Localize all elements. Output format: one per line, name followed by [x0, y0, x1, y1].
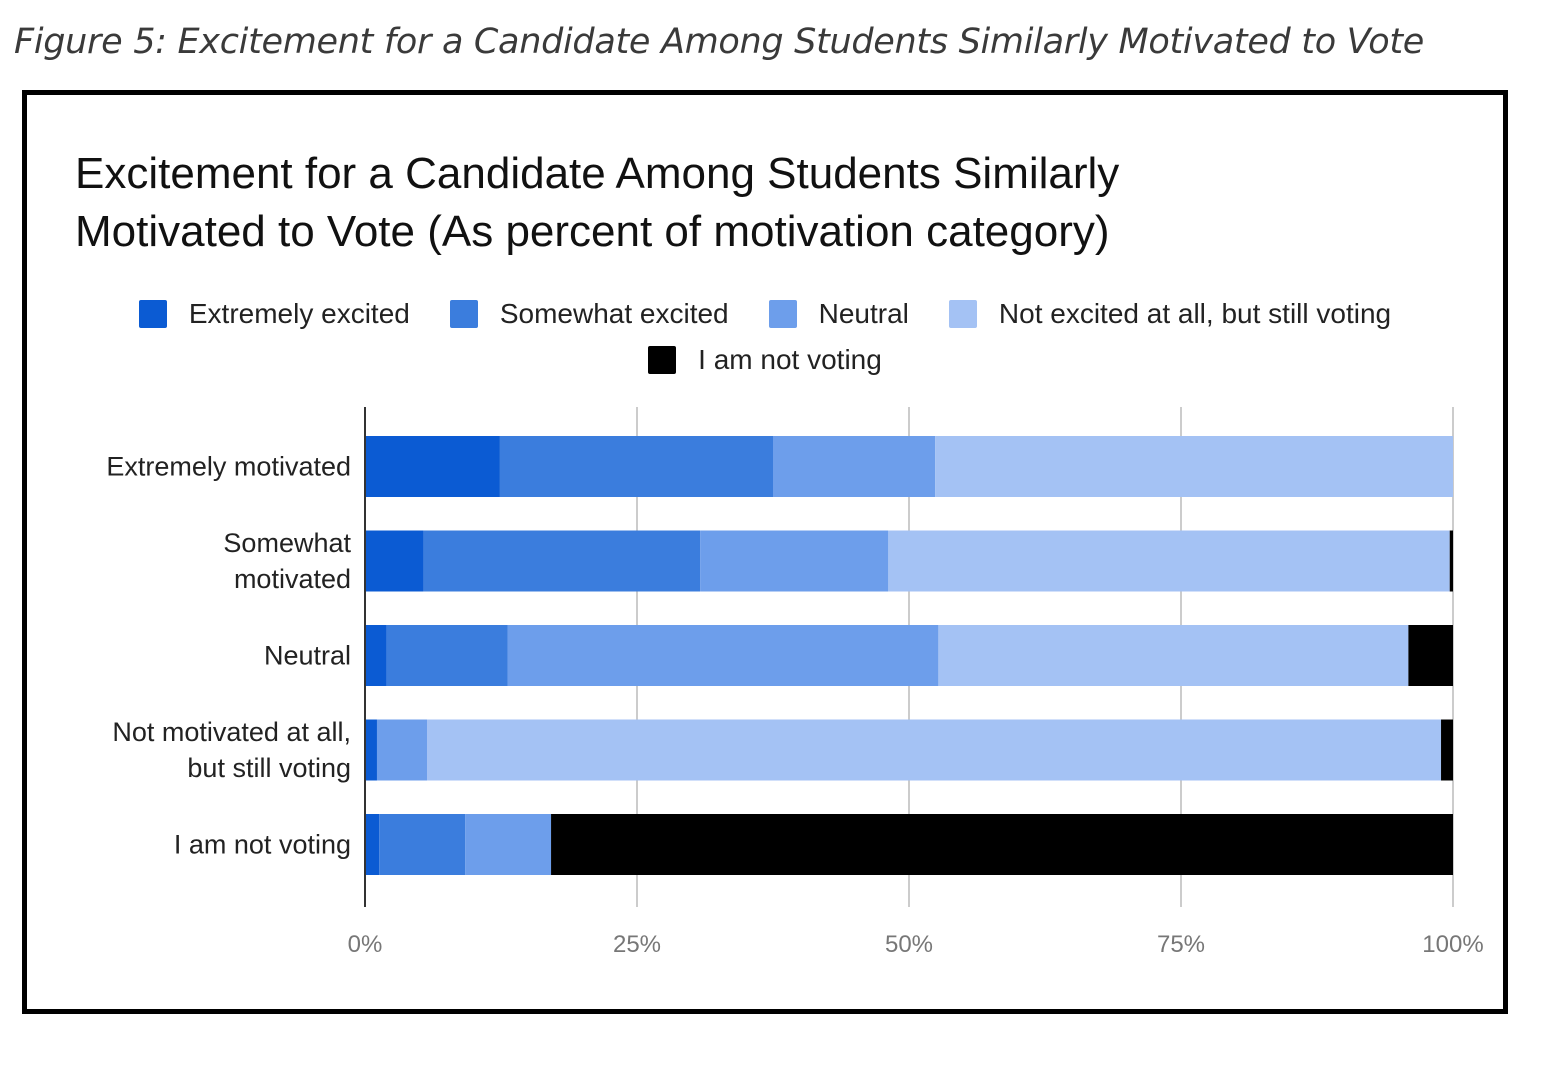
bar-segment: [507, 625, 939, 686]
legend-item: Extremely excited: [138, 298, 410, 330]
x-tick-label: 25%: [613, 931, 661, 958]
x-tick-label: 50%: [885, 931, 933, 958]
bar-segment: [427, 719, 1442, 781]
legend-label: Extremely excited: [188, 298, 410, 329]
legend-label: I am not voting: [698, 344, 882, 375]
bar-chart-plot: 0% 25% 50% 75% 100% Extremely motivated Somewh…: [106, 407, 1484, 958]
legend-swatch: [138, 300, 167, 328]
x-tick-label: 100%: [1422, 931, 1483, 958]
bar-segment: [386, 625, 508, 686]
legend-item: Neutral: [768, 298, 909, 330]
bar-segment: [1408, 625, 1453, 686]
bar-segment: [379, 814, 466, 875]
x-tick-label: 75%: [1157, 931, 1205, 958]
bar-segment: [365, 814, 380, 875]
chart-legend: Extremely excited Somewhat excited Neutral…: [27, 291, 1503, 383]
legend-label: Somewhat excited: [499, 298, 729, 329]
bar-segment: [365, 719, 377, 781]
legend-swatch: [948, 300, 977, 328]
legend-label: Neutral: [818, 298, 909, 329]
category-label: Not motivated at all, but still voting: [112, 717, 351, 783]
category-label: Neutral: [264, 641, 351, 671]
bar-segment: [1449, 530, 1453, 592]
bar-segment: [365, 625, 387, 686]
figure-caption: Figure 5: Excitement for a Candidate Amo…: [14, 22, 1425, 62]
legend-item: I am not voting: [648, 344, 882, 376]
bar-segment: [376, 719, 428, 781]
legend-item: Somewhat excited: [449, 298, 729, 330]
chart-frame: Excitement for a Candidate Among Student…: [22, 90, 1508, 1014]
bar-segment: [365, 530, 424, 592]
legend-swatch: [768, 300, 797, 328]
legend-swatch: [648, 346, 677, 374]
category-label: I am not voting: [174, 830, 351, 860]
category-label: Somewhat motivated: [223, 528, 351, 594]
bar-segment: [773, 436, 936, 497]
bar-segment: [465, 814, 552, 875]
bar-segment: [1441, 719, 1453, 781]
legend-row: I am not voting: [27, 337, 1503, 383]
bar-segment: [888, 530, 1450, 592]
bar-segment: [551, 814, 1453, 875]
category-label: Extremely motivated: [106, 452, 351, 482]
bar-segment: [499, 436, 773, 497]
bar-segment: [938, 625, 1409, 686]
bar-segment: [365, 436, 500, 497]
bar-segment: [935, 436, 1453, 497]
chart-title: Excitement for a Candidate Among Student…: [75, 149, 1120, 256]
bar-segment: [700, 530, 889, 592]
legend-item: Not excited at all, but still voting: [948, 298, 1392, 330]
legend-row: Extremely excited Somewhat excited Neutral…: [27, 291, 1503, 337]
bar-segment: [423, 530, 701, 592]
x-tick-label: 0%: [348, 931, 383, 958]
legend-label: Not excited at all, but still voting: [998, 298, 1392, 329]
legend-swatch: [449, 300, 478, 328]
